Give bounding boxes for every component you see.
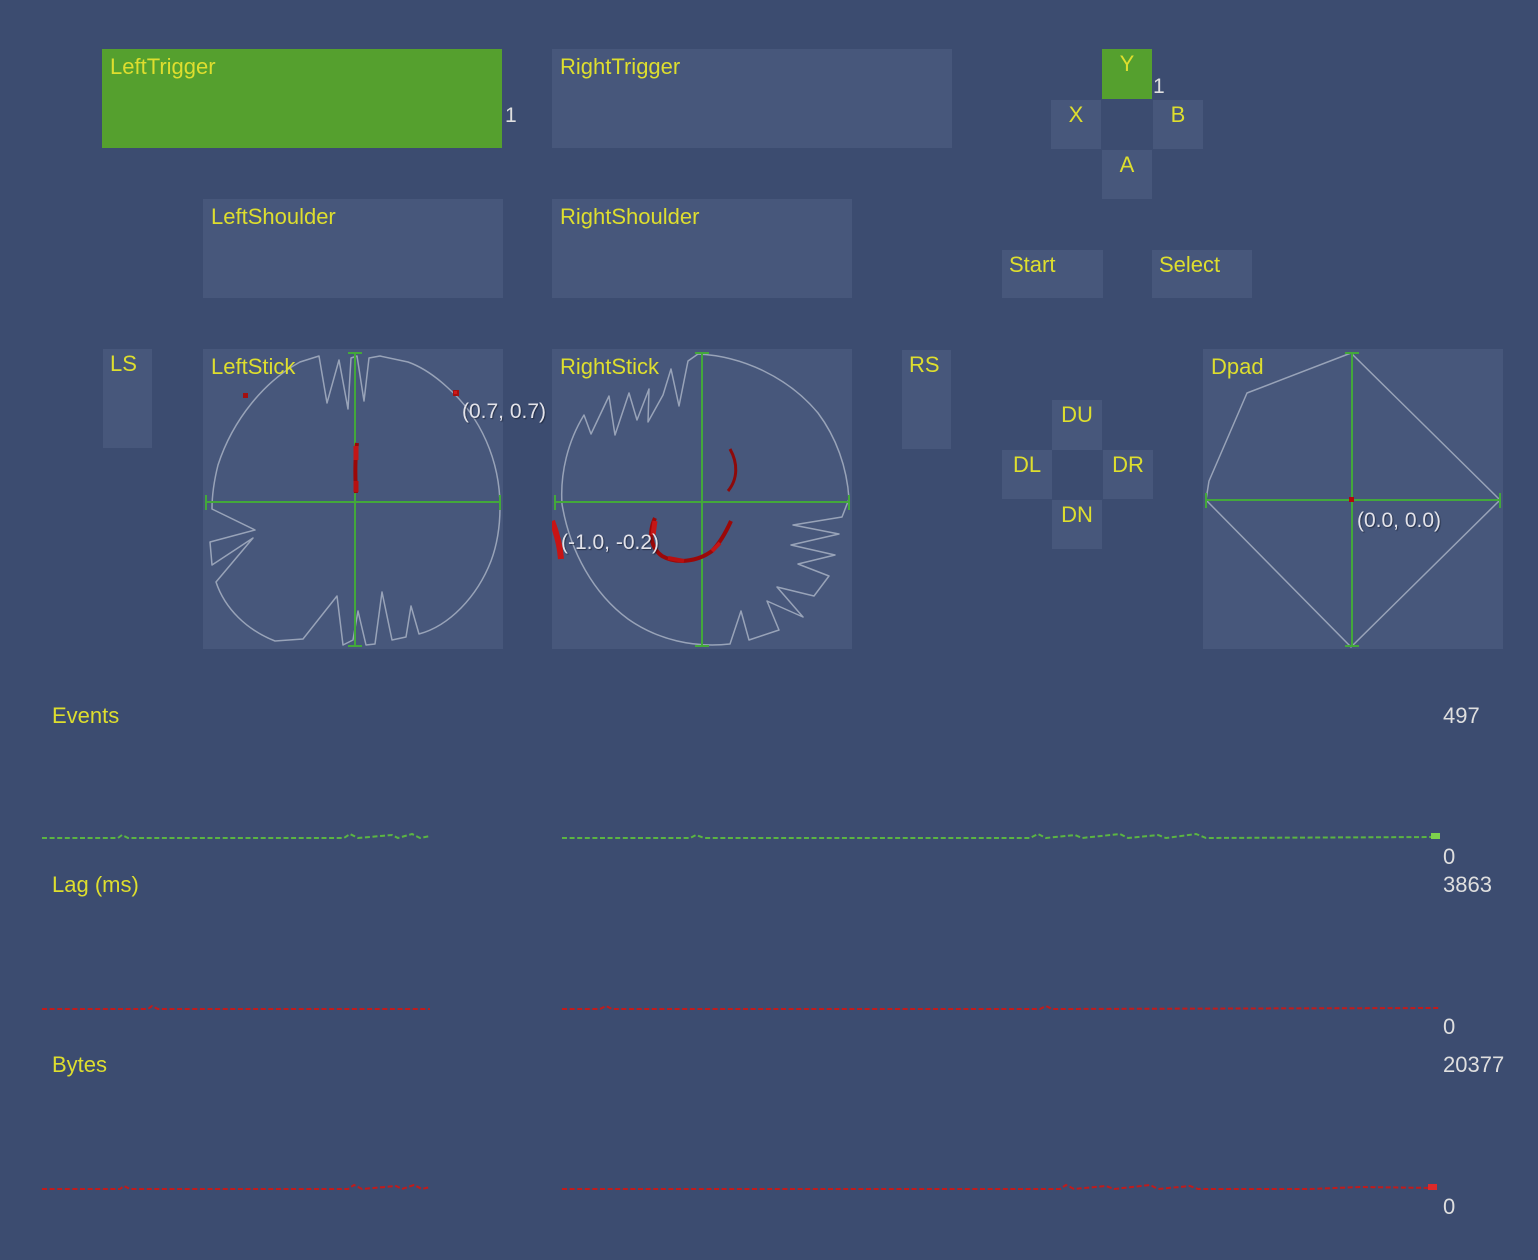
button-y-indicator: Y bbox=[1102, 49, 1152, 99]
button-x-indicator: X bbox=[1051, 100, 1101, 149]
left-stick-plot bbox=[205, 352, 501, 647]
left-shoulder-label: LeftShoulder bbox=[211, 204, 336, 229]
left-trigger-indicator: LeftTrigger bbox=[102, 49, 502, 148]
dpad-right-indicator: DR bbox=[1103, 450, 1153, 499]
left-stick-label: LeftStick bbox=[211, 354, 296, 379]
lag-graph-line bbox=[42, 1004, 1441, 1011]
select-button-indicator: Select bbox=[1152, 250, 1252, 298]
select-button-label: Select bbox=[1159, 252, 1221, 277]
bytes-max-value: 20377 bbox=[1443, 1052, 1505, 1077]
left-stick-button-label: LS bbox=[110, 351, 137, 376]
left-shoulder-indicator: LeftShoulder bbox=[203, 199, 503, 298]
dpad-label: Dpad bbox=[1211, 354, 1264, 379]
start-button-indicator: Start bbox=[1002, 250, 1103, 298]
dpad-down-label: DN bbox=[1061, 502, 1093, 527]
events-graph-endcap bbox=[1431, 833, 1440, 839]
events-max-value: 497 bbox=[1443, 703, 1480, 728]
right-trigger-label: RightTrigger bbox=[560, 54, 681, 79]
dpad-up-label: DU bbox=[1061, 402, 1093, 427]
button-y-label: Y bbox=[1119, 51, 1135, 76]
right-stick-range-trace bbox=[560, 353, 850, 646]
bytes-graph-endcap bbox=[1428, 1184, 1437, 1190]
left-stick-input-trace bbox=[243, 390, 459, 494]
right-trigger-indicator: RightTrigger bbox=[552, 49, 952, 148]
left-stick-button-indicator: LS bbox=[103, 349, 152, 448]
events-label: Events bbox=[52, 703, 120, 728]
right-stick-input-trace bbox=[552, 448, 738, 563]
left-trigger-value: 1 bbox=[505, 104, 517, 127]
button-x-label: X bbox=[1068, 102, 1084, 127]
right-stick-panel: RightStick bbox=[552, 349, 852, 649]
right-stick-plot bbox=[552, 352, 850, 647]
events-current-value: 0 bbox=[1443, 844, 1456, 869]
left-stick-coordinates: (0.7, 0.7) bbox=[462, 400, 547, 423]
button-y-value: 1 bbox=[1153, 75, 1165, 98]
right-stick-crosshair bbox=[554, 352, 850, 647]
button-b-label: B bbox=[1170, 102, 1186, 127]
bytes-graph-line bbox=[42, 1183, 1438, 1191]
right-shoulder-label: RightShoulder bbox=[560, 204, 700, 229]
left-stick-crosshair bbox=[205, 352, 501, 647]
lag-current-value: 0 bbox=[1443, 1014, 1456, 1039]
dpad-plot bbox=[1205, 352, 1501, 648]
bytes-label: Bytes bbox=[52, 1052, 108, 1077]
dpad-up-indicator: DU bbox=[1052, 400, 1102, 450]
left-trigger-label: LeftTrigger bbox=[110, 54, 216, 79]
button-b-indicator: B bbox=[1153, 100, 1203, 149]
right-stick-button-indicator: RS bbox=[902, 350, 951, 449]
dpad-left-indicator: DL bbox=[1002, 450, 1052, 499]
right-stick-button-label: RS bbox=[909, 352, 940, 377]
right-stick-label: RightStick bbox=[560, 354, 660, 379]
start-button-label: Start bbox=[1009, 252, 1056, 277]
button-a-label: A bbox=[1119, 152, 1135, 177]
left-stick-panel: LeftStick bbox=[203, 349, 503, 649]
dpad-down-indicator: DN bbox=[1052, 500, 1102, 549]
lag-max-value: 3863 bbox=[1443, 872, 1492, 897]
dpad-left-label: DL bbox=[1012, 452, 1042, 477]
left-stick-range-trace bbox=[209, 355, 501, 646]
dpad-right-label: DR bbox=[1112, 452, 1144, 477]
bytes-current-value: 0 bbox=[1443, 1194, 1456, 1219]
button-a-indicator: A bbox=[1102, 150, 1152, 199]
right-shoulder-indicator: RightShoulder bbox=[552, 199, 852, 298]
dpad-position-dot bbox=[1349, 497, 1354, 502]
right-stick-coordinates: (-1.0, -0.2) bbox=[561, 531, 660, 554]
dpad-coordinates: (0.0, 0.0) bbox=[1357, 509, 1442, 532]
lag-label: Lag (ms) bbox=[52, 872, 139, 897]
dpad-panel: Dpad bbox=[1203, 349, 1503, 649]
events-graph-line bbox=[42, 832, 1441, 840]
